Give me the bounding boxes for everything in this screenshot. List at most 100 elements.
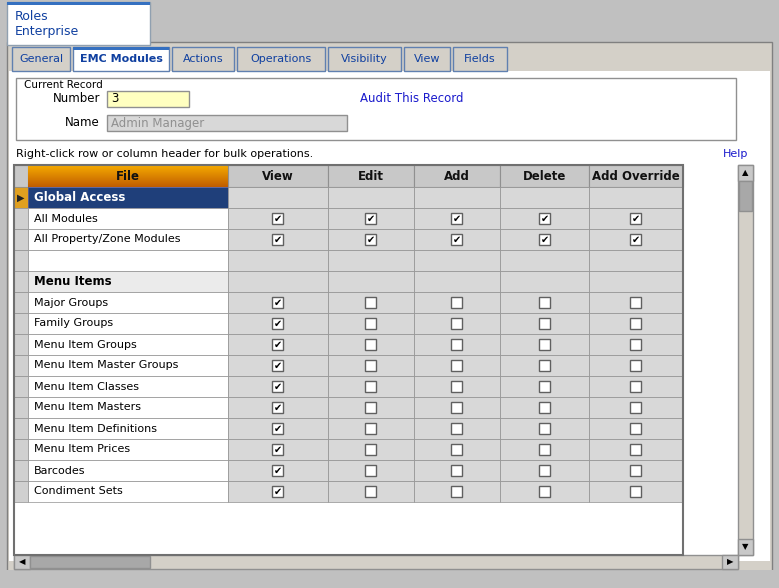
Text: ▼: ▼ — [742, 543, 749, 552]
Text: General: General — [19, 54, 63, 64]
Bar — [414, 229, 500, 250]
Bar — [28, 355, 228, 376]
Bar — [328, 439, 414, 460]
Text: All Modules: All Modules — [34, 213, 97, 223]
Bar — [0, 0, 779, 48]
Bar — [28, 166, 228, 167]
Bar — [28, 397, 228, 418]
Text: ✔: ✔ — [274, 486, 282, 496]
Bar — [28, 170, 228, 171]
Bar — [738, 165, 753, 181]
Bar — [452, 339, 463, 350]
Bar — [414, 250, 500, 271]
Bar — [28, 439, 228, 460]
Text: All Property/Zone Modules: All Property/Zone Modules — [34, 235, 181, 245]
Text: ◀: ◀ — [19, 557, 25, 566]
Bar — [28, 181, 228, 182]
Text: Menu Item Master Groups: Menu Item Master Groups — [34, 360, 178, 370]
Bar — [228, 313, 328, 334]
Text: ▶: ▶ — [727, 557, 733, 566]
Bar — [328, 376, 414, 397]
Bar — [500, 460, 589, 481]
Text: ✔: ✔ — [632, 213, 640, 223]
Text: Edit: Edit — [358, 169, 384, 182]
Text: Actions: Actions — [183, 54, 224, 64]
Bar — [28, 173, 228, 174]
Text: Delete: Delete — [523, 169, 566, 182]
Bar — [630, 360, 641, 371]
Bar — [365, 486, 376, 497]
Bar — [172, 47, 234, 71]
Bar — [589, 250, 683, 271]
Bar — [414, 165, 500, 187]
Text: Current Record: Current Record — [24, 80, 103, 90]
Bar — [500, 376, 589, 397]
Text: ✔: ✔ — [274, 298, 282, 308]
Bar — [414, 481, 500, 502]
Bar — [273, 381, 284, 392]
Bar — [365, 360, 376, 371]
Bar — [14, 481, 28, 502]
Bar — [16, 78, 736, 140]
Text: Barcodes: Barcodes — [34, 466, 86, 476]
Bar — [328, 187, 414, 208]
Bar — [414, 418, 500, 439]
Bar — [0, 570, 779, 588]
Bar — [589, 229, 683, 250]
Bar — [365, 402, 376, 413]
Bar — [328, 460, 414, 481]
Bar — [14, 313, 28, 334]
Text: ✔: ✔ — [453, 213, 461, 223]
Bar — [539, 402, 550, 413]
Bar — [228, 250, 328, 271]
Bar — [452, 444, 463, 455]
Bar — [328, 292, 414, 313]
Bar — [14, 271, 28, 292]
Bar — [273, 423, 284, 434]
Bar — [365, 318, 376, 329]
Bar — [539, 486, 550, 497]
Bar — [630, 339, 641, 350]
Text: Menu Item Masters: Menu Item Masters — [34, 403, 141, 413]
Bar — [414, 355, 500, 376]
Bar — [452, 465, 463, 476]
Bar — [589, 271, 683, 292]
Bar — [539, 465, 550, 476]
Bar — [328, 47, 401, 71]
Bar — [539, 381, 550, 392]
Bar — [404, 47, 450, 71]
Bar — [589, 313, 683, 334]
Bar — [228, 418, 328, 439]
Bar — [237, 47, 325, 71]
Bar — [12, 47, 70, 71]
Bar — [500, 187, 589, 208]
Bar — [452, 402, 463, 413]
Text: ✔: ✔ — [274, 235, 282, 245]
Bar — [7, 2, 150, 5]
Bar — [14, 187, 28, 208]
Bar — [28, 418, 228, 439]
Bar — [14, 376, 28, 397]
Bar — [28, 167, 228, 168]
Bar — [30, 556, 150, 568]
Bar — [28, 313, 228, 334]
Bar — [328, 313, 414, 334]
Text: ✔: ✔ — [274, 360, 282, 370]
Text: ✔: ✔ — [274, 466, 282, 476]
Bar — [14, 292, 28, 313]
Bar — [328, 418, 414, 439]
Bar — [365, 339, 376, 350]
Bar — [73, 47, 169, 50]
Bar — [589, 397, 683, 418]
Bar — [589, 334, 683, 355]
Bar — [630, 318, 641, 329]
Bar — [328, 208, 414, 229]
Bar — [14, 208, 28, 229]
Bar — [539, 234, 550, 245]
Text: Add Override: Add Override — [592, 169, 680, 182]
Bar — [28, 182, 228, 183]
Text: Operations: Operations — [250, 54, 312, 64]
Text: Global Access: Global Access — [34, 191, 125, 204]
Bar — [228, 481, 328, 502]
Bar — [452, 486, 463, 497]
